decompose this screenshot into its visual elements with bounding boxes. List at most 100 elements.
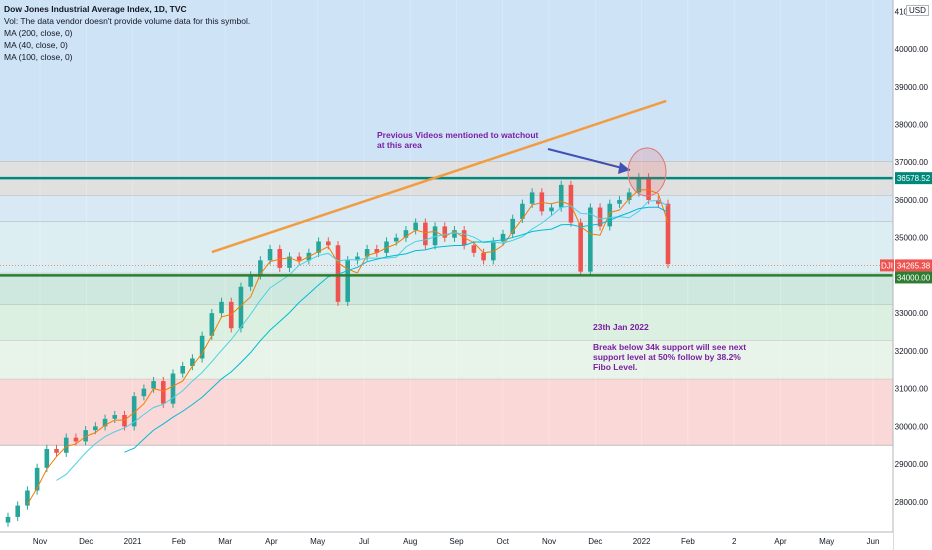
candle-50[interactable] (490, 241, 496, 261)
candle-1[interactable] (15, 505, 21, 517)
candle-57[interactable] (558, 184, 564, 208)
candle-62[interactable] (607, 203, 613, 227)
candle-68[interactable] (665, 203, 671, 265)
candle-18[interactable] (180, 365, 186, 374)
fib-zone-6 (0, 340, 893, 380)
fib-zone-5 (0, 304, 893, 341)
annotation-support-line3: Fibo Level. (593, 362, 638, 372)
candle-53[interactable] (520, 203, 525, 219)
candle-38[interactable] (374, 249, 380, 253)
candle-6[interactable] (63, 437, 69, 453)
legend-ma200[interactable]: MA (200, close, 0) (4, 28, 73, 38)
candle-65[interactable] (636, 177, 642, 193)
candle-19[interactable] (190, 358, 195, 366)
candle-35[interactable] (345, 260, 351, 302)
x-tick-label-6: May (310, 537, 325, 546)
candle-23[interactable] (228, 301, 234, 329)
candle-24[interactable] (238, 286, 244, 329)
callout-arrow[interactable] (547, 148, 631, 171)
candle-20[interactable] (199, 335, 205, 359)
candle-22[interactable] (219, 301, 224, 314)
candle-5[interactable] (54, 448, 59, 453)
candle-32[interactable] (316, 241, 321, 253)
candle-14[interactable] (141, 388, 147, 397)
support-price-label-bg[interactable] (895, 271, 932, 284)
candle-64[interactable] (626, 192, 632, 200)
candle-54[interactable] (529, 192, 535, 204)
legend-ma100[interactable]: MA (100, close, 0) (4, 52, 73, 62)
candle-17[interactable] (170, 373, 176, 404)
candle-7[interactable] (73, 437, 79, 442)
y-tick-label-2: 30000.00 (895, 422, 929, 431)
currency-badge[interactable]: USD (906, 5, 929, 16)
candle-9[interactable] (93, 426, 98, 431)
legend-ma40[interactable]: MA (40, close, 0) (4, 40, 68, 50)
candle-27[interactable] (267, 249, 273, 261)
candle-52[interactable] (510, 218, 516, 234)
candle-45[interactable] (442, 226, 448, 238)
candle-29[interactable] (287, 256, 292, 268)
candle-8[interactable] (83, 430, 88, 442)
candle-66[interactable] (646, 177, 651, 200)
candle-36[interactable] (355, 256, 360, 261)
candle-12[interactable] (122, 415, 127, 427)
last-price-label-bg[interactable] (895, 259, 932, 272)
candle-48[interactable] (471, 245, 477, 253)
x-tick-label-18: Jun (867, 537, 880, 546)
candle-0[interactable] (5, 516, 11, 523)
candle-33[interactable] (325, 241, 331, 246)
candle-16[interactable] (160, 381, 166, 404)
candle-67[interactable] (655, 199, 661, 204)
candle-4[interactable] (44, 448, 50, 468)
candle-30[interactable] (296, 256, 302, 261)
x-tick-label-12: Dec (588, 537, 602, 546)
candle-44[interactable] (432, 226, 438, 246)
candle-59[interactable] (578, 222, 583, 272)
x-axis-panel (0, 532, 893, 550)
fib-zone-0 (0, 0, 893, 162)
candle-34[interactable] (335, 245, 341, 302)
ma40-line (26, 189, 669, 505)
candle-51[interactable] (500, 233, 506, 242)
x-tick-label-16: Apr (774, 537, 787, 546)
symbol-tag: DJI (881, 261, 893, 270)
candle-15[interactable] (151, 381, 156, 389)
y-tick-label-1: 29000.00 (895, 460, 929, 469)
candle-2[interactable] (25, 490, 30, 506)
candle-10[interactable] (102, 418, 108, 427)
candle-21[interactable] (209, 313, 215, 336)
y-tick-label-11: 39000.00 (895, 83, 929, 92)
candle-63[interactable] (617, 199, 622, 204)
candle-42[interactable] (413, 222, 418, 231)
candle-58[interactable] (568, 184, 574, 223)
candle-11[interactable] (112, 415, 118, 419)
x-tick-label-1: Dec (79, 537, 93, 546)
resistance-price-label-bg[interactable] (895, 172, 932, 185)
candle-43[interactable] (423, 222, 428, 246)
ma200-line (124, 206, 669, 453)
candle-46[interactable] (452, 230, 457, 238)
annotation-watchout-line2: at this area (377, 140, 422, 150)
y-tick-label-7: 35000.00 (895, 234, 929, 243)
trendline[interactable] (211, 99, 667, 254)
candle-25[interactable] (248, 275, 253, 287)
annotation-support-line1: Break below 34k support will see next (593, 342, 747, 352)
candle-40[interactable] (393, 237, 399, 242)
candle-26[interactable] (258, 260, 263, 276)
candle-61[interactable] (597, 207, 603, 227)
candle-39[interactable] (384, 241, 389, 253)
candle-55[interactable] (539, 192, 545, 212)
candle-28[interactable] (277, 249, 283, 268)
support-price-label: 34000.00 (897, 273, 931, 282)
candle-60[interactable] (588, 207, 593, 272)
candle-56[interactable] (549, 207, 554, 212)
candle-13[interactable] (131, 396, 137, 427)
highlight-circle[interactable] (627, 147, 667, 197)
candle-41[interactable] (403, 230, 409, 238)
candle-3[interactable] (34, 467, 40, 491)
symbol-tag-bg[interactable] (880, 259, 894, 272)
candle-37[interactable] (364, 249, 370, 257)
candle-49[interactable] (481, 252, 486, 261)
